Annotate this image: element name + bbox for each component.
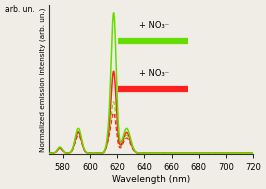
Text: + NO₃⁻: + NO₃⁻ (139, 69, 169, 78)
X-axis label: Wavelength (nm): Wavelength (nm) (112, 175, 190, 184)
Text: + NO₃⁻: + NO₃⁻ (139, 21, 169, 30)
Text: arb. un.: arb. un. (5, 5, 35, 14)
Y-axis label: Normalized emission intensity (arb. un.): Normalized emission intensity (arb. un.) (40, 7, 46, 152)
